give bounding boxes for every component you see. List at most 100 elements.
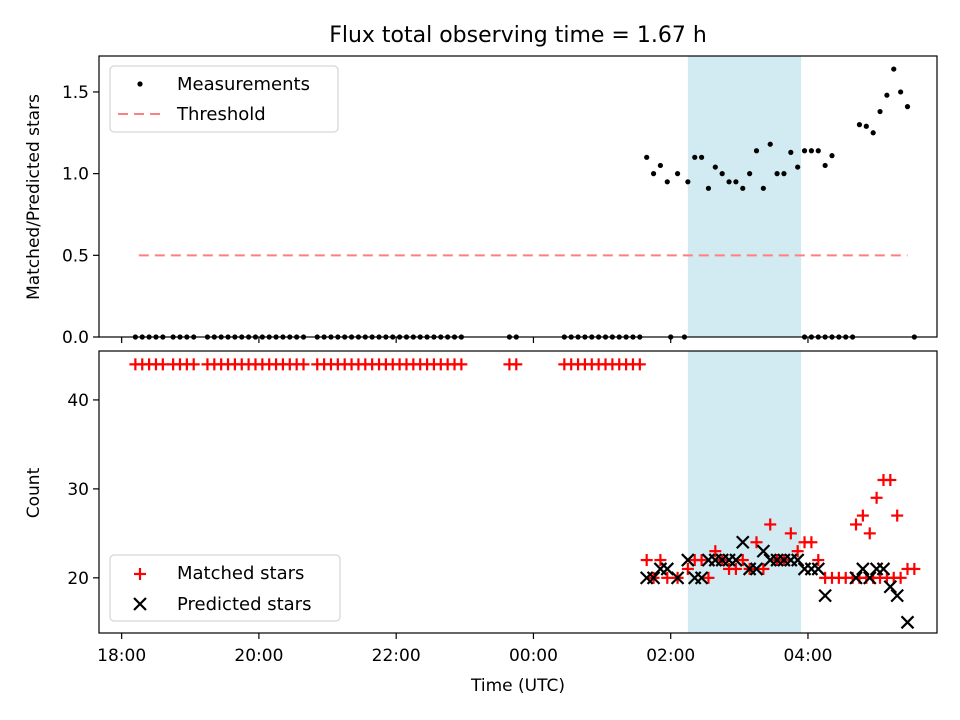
matched-star-point [791,545,804,558]
xtick-label: 04:00 [783,646,832,666]
measurement-point [829,153,835,159]
legend-matched-label: Matched stars [177,563,304,584]
measurement-point [712,164,718,170]
xtick-label: 02:00 [646,646,695,666]
bottom-axes-frame [98,350,938,634]
matched-star-point [750,536,763,549]
predicted-star-point [756,544,771,558]
predicted-star-point [818,588,832,603]
measurement-point [726,179,732,185]
top-panel: 0.0 0.5 1.0 1.5 Matched/Predicted stars Mea… [24,55,938,348]
matched-star-point [297,358,310,371]
x-axis-label: Time (UTC) [470,676,565,696]
matched-star-point [850,518,863,531]
measurement-point [733,179,739,185]
matched-star-point [757,562,770,575]
bottom-ytick-label: 40 [67,391,89,411]
predicted-star-point [856,562,870,576]
measurement-point [664,179,670,185]
matched-star-point [709,545,722,558]
measurement-point [863,123,869,129]
predicted-star-point [849,571,863,585]
bottom-ytick-label: 20 [67,569,89,589]
measurement-point [884,92,890,98]
predicted-star-point [862,571,877,585]
matched-star-point [736,554,749,567]
measurement-point [657,162,664,169]
matched-star-point [812,554,825,567]
predicted-star-point [681,553,695,567]
predicted-star-point [670,571,685,585]
legend-measurement-marker [137,81,143,87]
measurement-point [808,148,815,154]
xtick-label: 18:00 [97,646,146,666]
top-legend: Measurements Threshold [109,65,339,133]
matched-star-point [681,562,694,575]
chart-title: Flux total observing time = 1.67 h [329,23,707,48]
matched-star-point [805,536,818,549]
matched-star-point [884,473,897,486]
bottom-highlight-span [687,351,802,633]
legend-predicted-label: Predicted stars [177,594,311,615]
predicted-star-point [876,562,891,576]
measurement-point [705,185,712,191]
measurement-point [698,154,705,160]
top-ytick-label: 1.0 [62,165,89,185]
xtick-label: 00:00 [509,646,558,666]
matched-star-point [894,571,907,584]
measurement-point [788,149,794,155]
matched-star-point [784,527,797,540]
bottom-panel: 20 30 40 18:00 20:00 22:00 00:00 02:00 04:00 Co… [24,337,938,696]
predicted-star-point [790,553,805,567]
measurement-point [870,130,876,136]
matched-star-point [908,562,921,575]
matched-star-point [654,554,667,567]
matched-star-point [187,358,200,371]
measurement-point [781,171,787,177]
predicted-star-point [811,562,826,576]
measurement-point [740,185,746,191]
bottom-y-axis-label: Count [24,467,44,518]
matched-star-point [510,358,523,371]
matched-star-point [863,527,876,540]
legend-threshold-label: Threshold [176,104,266,125]
predicted-star-point [729,553,743,567]
matched-star-point [633,358,646,371]
matched-star-point [156,358,169,371]
measurement-point [877,108,883,115]
xtick-label: 20:00 [234,646,283,666]
measurement-point [904,104,911,110]
measurement-point [674,171,681,177]
predicted-star-point [735,535,750,550]
matched-star-point [455,358,468,371]
top-ytick-label: 0.0 [62,328,89,348]
measurement-point [795,164,801,170]
measurement-point [815,148,821,154]
measurement-point [692,154,698,160]
measurement-point [650,171,657,177]
measurement-point [760,185,766,191]
matched-star-point [856,509,869,522]
matched-star-point [661,571,674,584]
measurement-point [719,171,725,177]
predicted-star-point [694,571,709,585]
top-ytick-label: 1.5 [62,83,89,103]
matched-star-point [870,491,883,504]
predicted-star-point [900,615,915,630]
measurement-point [898,89,904,95]
matched-star-point [764,518,777,531]
measurement-point [856,122,863,128]
measurement-point [767,141,773,147]
bottom-legend: Matched stars Predicted stars [109,554,341,622]
bottom-ytick-label: 30 [67,480,89,500]
measurement-point [685,179,691,185]
predicted-star-point [646,571,661,585]
measurement-point [822,162,828,169]
matched-star-point [702,571,715,584]
legend-measurements-label: Measurements [177,74,310,95]
matched-star-point [695,554,708,567]
matched-star-point [640,554,653,567]
measurement-point [891,66,897,72]
predicted-star-point [749,562,764,576]
